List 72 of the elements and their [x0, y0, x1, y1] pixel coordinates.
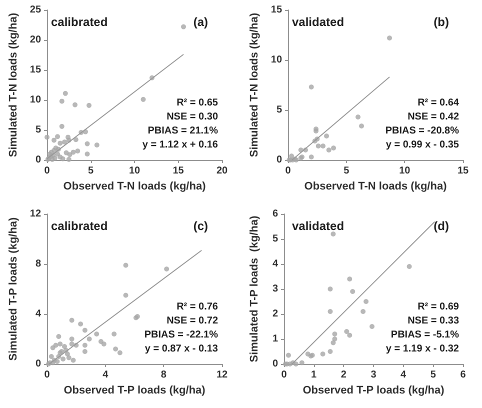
y-tick-label: 0: [272, 358, 278, 370]
x-tick-label: 10: [128, 166, 141, 176]
annotation: y = 0.99 x - 0.35: [386, 140, 460, 150]
x-tick-label: 1: [311, 370, 318, 380]
annotation: R² = 0.69: [418, 302, 460, 312]
x-tick-label: 15: [457, 166, 469, 176]
annotation: PBIAS = -22.1%: [144, 330, 218, 340]
y-tick-label: 8: [35, 258, 42, 270]
y-tick-label: 10: [30, 94, 42, 106]
y-tick-label: 5: [276, 104, 282, 116]
annotation: y = 0.87 x - 0.13: [144, 344, 218, 354]
annotation: validated: [292, 219, 344, 233]
x-tick-label: 12: [216, 370, 228, 380]
y-axis-title: Simulated T-P loads (kg/ha): [248, 215, 260, 362]
x-axis-title: Observed T-N loads (kg/ha): [63, 180, 206, 192]
x-tick-label: 5: [430, 370, 436, 380]
x-tick-label: 8: [160, 370, 167, 380]
y-axis-title: Simulated T-N loads (kg/ha): [8, 12, 20, 158]
x-tick-label: 0: [285, 166, 292, 176]
y-tick-label: 25: [30, 4, 42, 16]
x-axis-title: Observed T-N loads (kg/ha): [304, 180, 448, 192]
y-tick-label: 0: [276, 154, 282, 166]
annotation: NSE = 0.42: [408, 112, 460, 122]
x-axis-title: Observed T-P loads (kg/ha): [64, 384, 206, 396]
annotation: R² = 0.65: [176, 98, 218, 108]
y-tick-label: 10: [270, 54, 282, 66]
annotation: PBIAS = -5.1%: [390, 330, 460, 340]
y-tick-label: 15: [30, 64, 42, 76]
annotation: calibrated: [51, 219, 108, 233]
annotation: PBIAS = 21.1%: [148, 126, 218, 136]
x-tick-label: 0: [44, 166, 50, 176]
annotation: (b): [434, 15, 450, 29]
annotation: (d): [434, 219, 450, 233]
y-tick-label: 2: [272, 308, 278, 320]
annotation: NSE = 0.30: [166, 112, 218, 122]
x-tick-label: 10: [399, 166, 411, 176]
x-tick-label: 6: [460, 370, 466, 380]
y-tick-label: 1: [272, 334, 278, 344]
y-axis-title: Simulated T-P loads (kg/ha): [8, 216, 20, 361]
y-tick-label: 6: [272, 208, 278, 220]
y-tick-label: 12: [30, 208, 42, 220]
y-tick-label: 3: [272, 284, 278, 294]
x-tick-label: 4: [400, 370, 407, 380]
x-tick-label: 3: [370, 370, 377, 380]
annotation: (c): [193, 219, 208, 233]
annotation: (a): [193, 15, 208, 29]
annotation: R² = 0.64: [418, 98, 460, 108]
x-tick-label: 20: [216, 166, 228, 176]
annotation: y = 1.19 x - 0.32: [386, 344, 460, 354]
y-tick-label: 4: [35, 308, 42, 320]
annotation: NSE = 0.72: [166, 316, 218, 326]
y-tick-label: 5: [35, 124, 42, 136]
y-tick-label: 20: [30, 34, 42, 46]
x-tick-label: 5: [88, 166, 94, 176]
y-axis-title: Simulated T-N loads (kg/ha): [248, 12, 260, 158]
x-tick-label: 15: [172, 166, 184, 176]
y-tick-label: 0: [35, 154, 42, 166]
annotation: R² = 0.76: [176, 302, 218, 312]
annotation: PBIAS = -20.8%: [385, 126, 460, 136]
y-tick-label: 5: [272, 234, 278, 244]
annotation: y = 1.12 x + 0.16: [142, 140, 218, 150]
y-tick-label: 15: [270, 4, 282, 16]
x-tick-label: 5: [344, 166, 350, 176]
annotation: NSE = 0.33: [408, 316, 460, 326]
annotation: calibrated: [51, 15, 108, 29]
annotation: validated: [292, 15, 344, 29]
y-tick-label: 0: [35, 358, 42, 370]
x-tick-label: 0: [44, 370, 50, 380]
x-tick-label: 2: [340, 370, 347, 380]
x-axis-title: Observed T-P loads (kg/ha): [302, 384, 445, 396]
y-tick-label: 4: [272, 258, 278, 270]
x-tick-label: 4: [102, 370, 109, 380]
